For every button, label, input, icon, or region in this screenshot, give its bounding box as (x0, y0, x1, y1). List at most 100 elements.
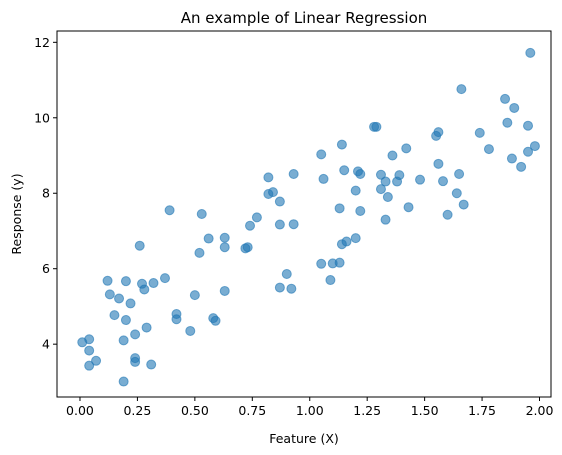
data-point (474, 127, 485, 138)
data-point (336, 139, 347, 150)
x-tick-label: 2.00 (526, 403, 554, 418)
data-point (506, 153, 517, 164)
data-point (380, 176, 391, 187)
data-point (120, 276, 131, 287)
y-tick-label: 6 (42, 261, 50, 276)
data-point (84, 334, 95, 345)
data-point (288, 169, 299, 179)
data-point (341, 236, 352, 247)
data-point (438, 176, 449, 187)
data-point (148, 278, 159, 289)
data-point (350, 185, 361, 196)
data-point (375, 184, 386, 195)
y-tick-label: 12 (34, 35, 50, 50)
data-point (500, 93, 511, 104)
data-point (523, 120, 534, 131)
data-point (104, 289, 115, 300)
data-point (274, 282, 285, 293)
data-point (334, 257, 345, 268)
data-point (355, 169, 366, 179)
data-point (274, 196, 285, 207)
data-point (251, 212, 262, 223)
data-point (219, 242, 230, 253)
points-layer (77, 47, 540, 387)
y-tick-label: 10 (34, 110, 50, 125)
data-point (454, 169, 465, 179)
data-point (318, 173, 329, 184)
data-point (109, 310, 120, 321)
data-point (458, 199, 469, 210)
data-point (245, 220, 255, 231)
data-point (130, 356, 141, 367)
data-point (114, 293, 125, 304)
data-point (203, 233, 214, 244)
x-tick-label: 0.25 (123, 403, 151, 418)
x-tick-label: 1.50 (411, 403, 439, 418)
data-point (159, 273, 170, 284)
x-tick-label: 0.00 (66, 403, 94, 418)
data-point (164, 205, 175, 216)
data-point (350, 233, 361, 244)
data-point (509, 102, 520, 113)
data-point (525, 47, 536, 58)
y-axis-label: Response (y) (9, 173, 24, 254)
x-tick-label: 1.25 (353, 403, 381, 418)
data-point (146, 359, 157, 370)
data-point (316, 149, 327, 160)
data-point (316, 258, 327, 269)
data-point (456, 84, 467, 95)
data-point (401, 143, 412, 154)
x-tick-label: 1.75 (468, 403, 496, 418)
data-point (382, 192, 393, 203)
data-point (442, 209, 453, 220)
chart-title: An example of Linear Regression (181, 9, 428, 27)
data-point (523, 146, 534, 157)
data-point (141, 322, 152, 333)
data-point (451, 188, 462, 199)
data-point (185, 325, 196, 336)
data-point (84, 360, 95, 371)
data-point (263, 172, 274, 183)
plot-frame (56, 30, 552, 398)
data-point (130, 329, 141, 340)
data-point (139, 284, 150, 295)
data-point (433, 127, 444, 138)
data-point (118, 376, 129, 387)
x-tick-label: 0.75 (238, 403, 266, 418)
y-tick-label: 8 (42, 186, 50, 201)
data-point (274, 219, 285, 230)
data-point (242, 242, 253, 253)
data-point (403, 202, 414, 213)
data-point (339, 165, 350, 176)
data-point (394, 170, 405, 181)
x-axis: 0.00 0.25 0.50 0.75 1.00 1.25 1.50 1.75 2.00 (66, 397, 553, 418)
data-point (375, 169, 386, 180)
data-point (281, 268, 292, 279)
x-tick-label: 0.50 (181, 403, 209, 418)
data-point (84, 345, 95, 356)
data-point (380, 214, 391, 225)
data-point (387, 150, 398, 161)
data-point (502, 117, 513, 128)
data-point (102, 275, 113, 286)
data-point (189, 290, 200, 301)
data-point (433, 158, 444, 169)
data-point (267, 187, 278, 198)
data-point (371, 121, 382, 132)
data-point (125, 298, 136, 309)
data-point (196, 209, 207, 219)
data-point (334, 203, 345, 214)
data-point (171, 314, 182, 325)
data-point (118, 335, 129, 346)
x-tick-label: 1.00 (296, 403, 324, 418)
data-point (134, 240, 145, 251)
x-axis-label: Feature (X) (269, 431, 339, 446)
data-point (355, 205, 366, 216)
data-point (415, 174, 426, 185)
y-axis: 4 6 8 10 12 (34, 35, 57, 352)
data-point (120, 315, 131, 326)
data-point (286, 283, 297, 294)
data-point (219, 232, 230, 243)
data-point (529, 141, 540, 152)
